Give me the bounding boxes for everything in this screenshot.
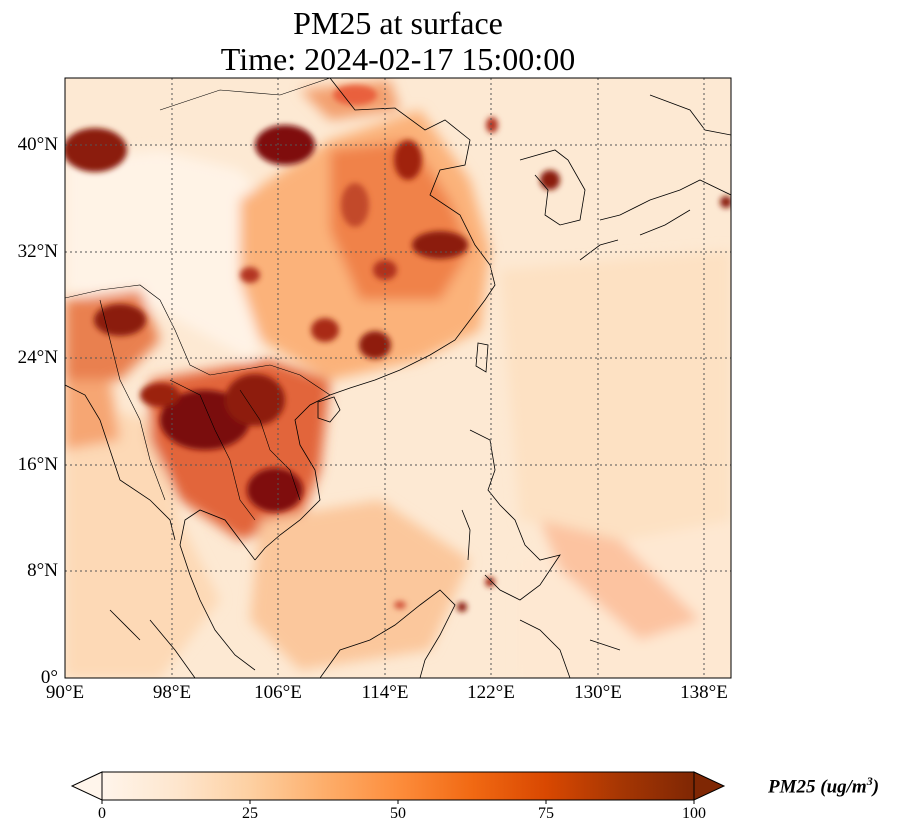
- colorbar-title-close: ): [872, 776, 880, 798]
- coastlines: [65, 78, 731, 678]
- colorbar-tick-label: 100: [682, 805, 706, 822]
- map-frame: [64, 77, 732, 679]
- colorbar-title-text: PM25 (ug/m: [768, 776, 867, 798]
- lon-label: 130°E: [574, 682, 622, 703]
- lat-label: 8°N: [27, 560, 58, 581]
- lon-label: 106°E: [254, 682, 302, 703]
- lon-label: 138°E: [680, 682, 728, 703]
- colorbar-tick-label: 50: [390, 805, 406, 822]
- colorbar-tick-label: 0: [98, 805, 106, 822]
- lat-label: 16°N: [17, 454, 58, 475]
- lon-label: 114°E: [361, 682, 409, 703]
- lon-label: 90°E: [45, 682, 85, 703]
- lat-label: 32°N: [17, 241, 58, 262]
- lon-label: 122°E: [467, 682, 515, 703]
- colorbar-title: PM25 (ug/m3): [768, 774, 879, 798]
- colorbar-title-superscript: 3: [866, 774, 873, 788]
- map-subtitle-time: Time: 2024-02-17 15:00:00: [220, 41, 576, 77]
- colorbar-tick-label: 75: [538, 805, 554, 822]
- map-title: PM25 at surface: [293, 5, 503, 41]
- pm25-field: [65, 78, 731, 678]
- lat-label: 40°N: [17, 134, 58, 155]
- colorbar: [70, 771, 726, 804]
- colorbar-tick-label: 25: [242, 805, 258, 822]
- graticule: [65, 78, 731, 678]
- lat-label: 0°: [40, 667, 58, 688]
- lon-label: 98°E: [152, 682, 192, 703]
- lat-label: 24°N: [17, 347, 58, 368]
